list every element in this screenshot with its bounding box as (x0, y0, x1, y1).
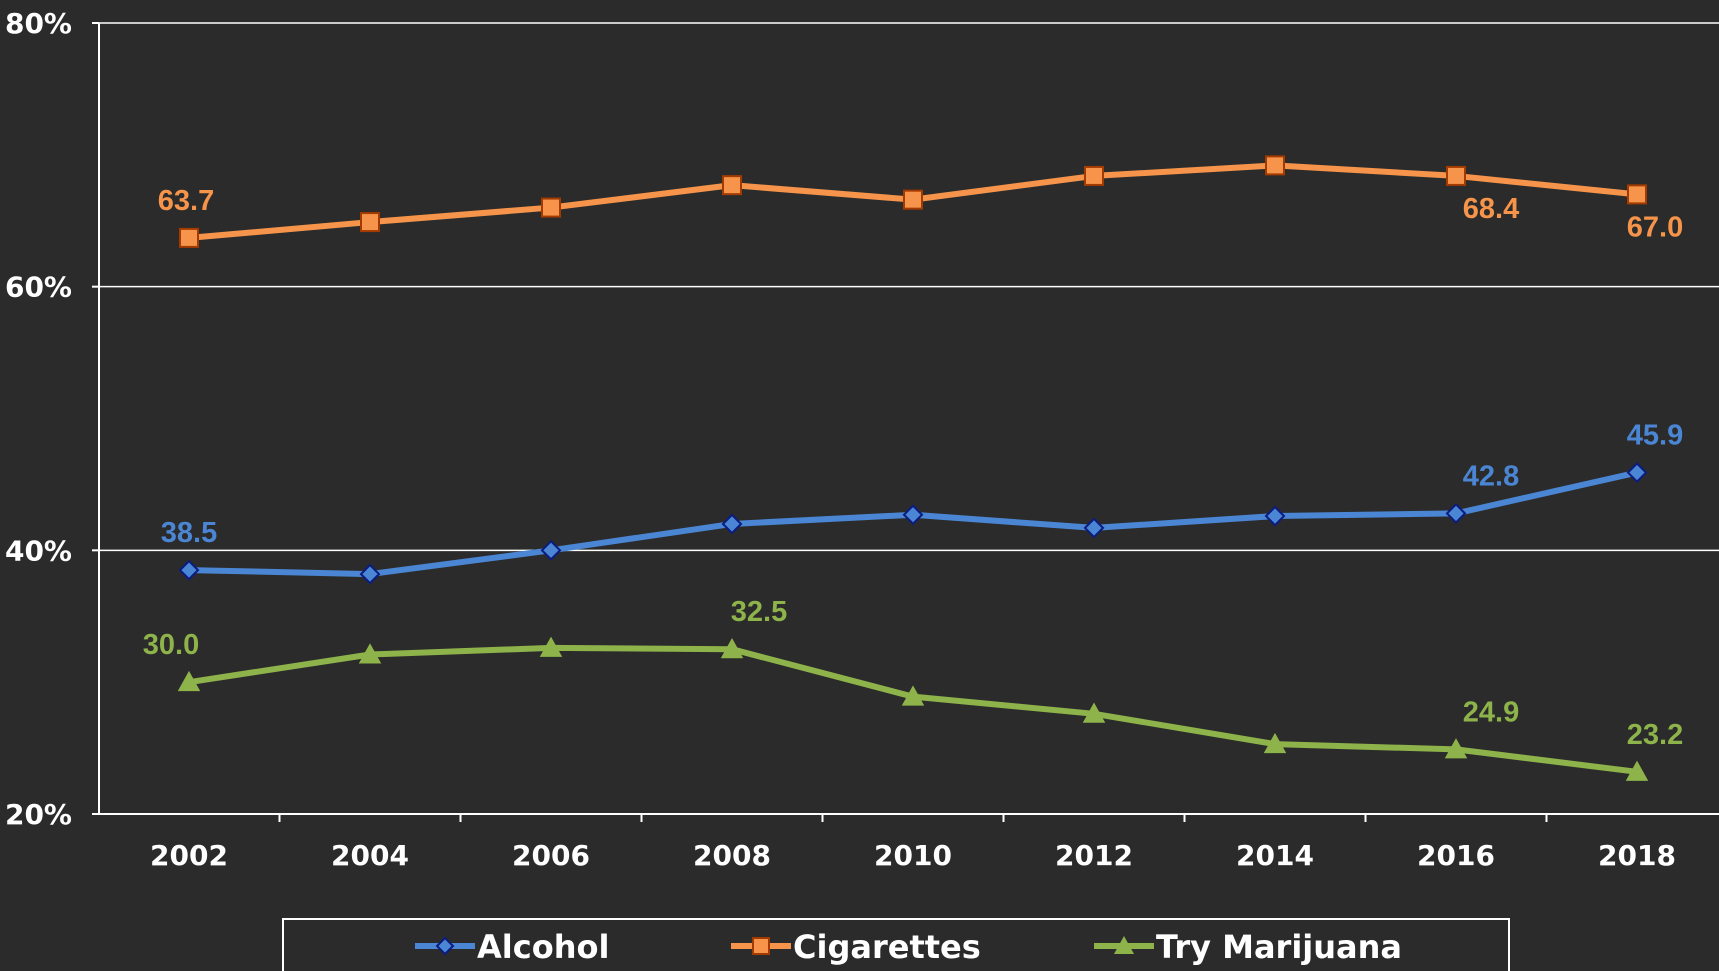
legend-label: Cigarettes (793, 928, 981, 966)
point-marker (1446, 165, 1466, 186)
point-marker (1627, 184, 1647, 205)
x-tick-label: 2002 (150, 839, 228, 872)
point-marker (1264, 505, 1286, 527)
point-marker (1265, 155, 1285, 176)
data-label: 24.9 (1463, 696, 1519, 728)
point-marker (539, 636, 563, 657)
data-label: 30.0 (143, 629, 199, 661)
series-layer (177, 155, 1649, 781)
data-label: 23.2 (1627, 719, 1683, 751)
point-marker (540, 539, 562, 561)
x-tick-label: 2006 (512, 839, 590, 872)
series-cigarettes (179, 155, 1647, 248)
legend-label: Try Marijuana (1156, 928, 1402, 966)
y-axis-ticks: 20% 40% 60% 80% (5, 7, 99, 831)
legend-item: Alcohol (415, 928, 609, 966)
point-marker (903, 189, 923, 210)
data-label: 42.8 (1463, 460, 1519, 492)
x-tick-label: 2010 (874, 839, 952, 872)
point-marker (752, 937, 770, 955)
x-tick-label: 2016 (1417, 839, 1495, 872)
data-label: 45.9 (1627, 420, 1683, 452)
point-marker (1626, 462, 1648, 483)
x-axis-ticks: 2002 2004 2006 2008 2010 2012 2014 2016 2018 (150, 814, 1676, 872)
series-alcohol (178, 462, 1648, 585)
point-marker (1084, 165, 1104, 186)
x-tick-label: 2012 (1055, 839, 1133, 872)
point-marker (1625, 760, 1649, 781)
point-marker (435, 936, 455, 956)
legend-label: Alcohol (477, 928, 609, 966)
point-marker (722, 175, 742, 196)
x-tick-label: 2004 (331, 839, 409, 872)
point-marker (901, 685, 925, 706)
point-marker (1114, 936, 1134, 954)
legend: Alcohol Cigarettes Try Marijuana (282, 918, 1510, 971)
data-label: 68.4 (1463, 193, 1519, 225)
point-marker (1082, 702, 1106, 723)
point-marker (902, 504, 924, 526)
axes (98, 23, 1719, 815)
point-marker (1083, 517, 1105, 539)
data-labels: 38.5 42.8 45.9 63.7 68.4 67.0 30.0 32.5 24.9 23.2 (143, 185, 1683, 751)
point-marker (720, 637, 744, 659)
point-marker (178, 559, 200, 581)
point-marker (177, 670, 201, 692)
series-line (188, 644, 1638, 775)
grid-lines (99, 22, 1719, 552)
point-marker (359, 563, 381, 585)
legend-box (282, 918, 1510, 971)
data-label: 63.7 (158, 185, 214, 217)
point-marker (1444, 738, 1468, 759)
y-tick-label: 20% (5, 798, 72, 831)
point-marker (1263, 732, 1287, 754)
point-marker (360, 212, 380, 233)
x-tick-label: 2018 (1598, 839, 1676, 872)
y-tick-label: 80% (5, 7, 72, 40)
x-tick-label: 2014 (1236, 839, 1314, 872)
x-tick-label: 2008 (693, 839, 771, 872)
data-label: 67.0 (1627, 211, 1683, 243)
y-tick-label: 40% (5, 534, 72, 567)
point-marker (358, 643, 382, 664)
point-marker (721, 513, 743, 535)
data-label: 38.5 (161, 517, 217, 549)
data-label: 32.5 (731, 596, 787, 628)
point-marker (1445, 503, 1467, 524)
point-marker (179, 227, 199, 248)
legend-item: Try Marijuana (1094, 928, 1402, 966)
series-try-marijuana (177, 636, 1649, 781)
legend-item: Cigarettes (731, 928, 981, 966)
point-marker (541, 197, 561, 218)
y-tick-label: 60% (5, 271, 72, 304)
